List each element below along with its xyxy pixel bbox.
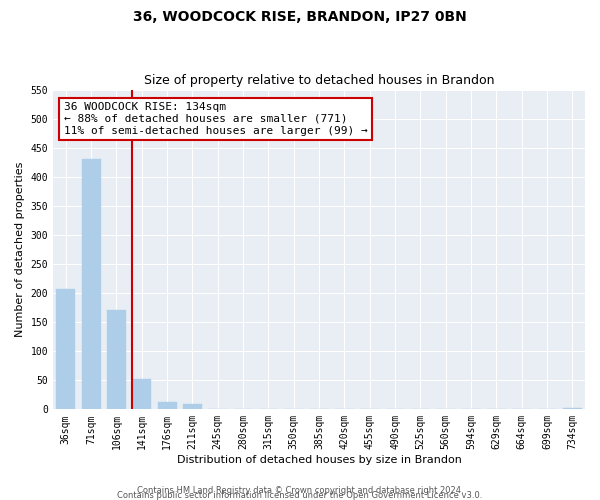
Text: Contains HM Land Registry data © Crown copyright and database right 2024.: Contains HM Land Registry data © Crown c…: [137, 486, 463, 495]
Text: 36, WOODCOCK RISE, BRANDON, IP27 0BN: 36, WOODCOCK RISE, BRANDON, IP27 0BN: [133, 10, 467, 24]
Bar: [82, 160, 101, 410]
X-axis label: Distribution of detached houses by size in Brandon: Distribution of detached houses by size …: [176, 455, 461, 465]
Text: Contains public sector information licensed under the Open Government Licence v3: Contains public sector information licen…: [118, 491, 482, 500]
Y-axis label: Number of detached properties: Number of detached properties: [15, 162, 25, 337]
Bar: [183, 404, 202, 409]
Bar: [132, 378, 151, 410]
Bar: [107, 310, 126, 410]
Bar: [563, 408, 582, 410]
Title: Size of property relative to detached houses in Brandon: Size of property relative to detached ho…: [144, 74, 494, 87]
Bar: [56, 289, 75, 410]
Bar: [158, 402, 176, 409]
Text: 36 WOODCOCK RISE: 134sqm
← 88% of detached houses are smaller (771)
11% of semi-: 36 WOODCOCK RISE: 134sqm ← 88% of detach…: [64, 102, 367, 136]
